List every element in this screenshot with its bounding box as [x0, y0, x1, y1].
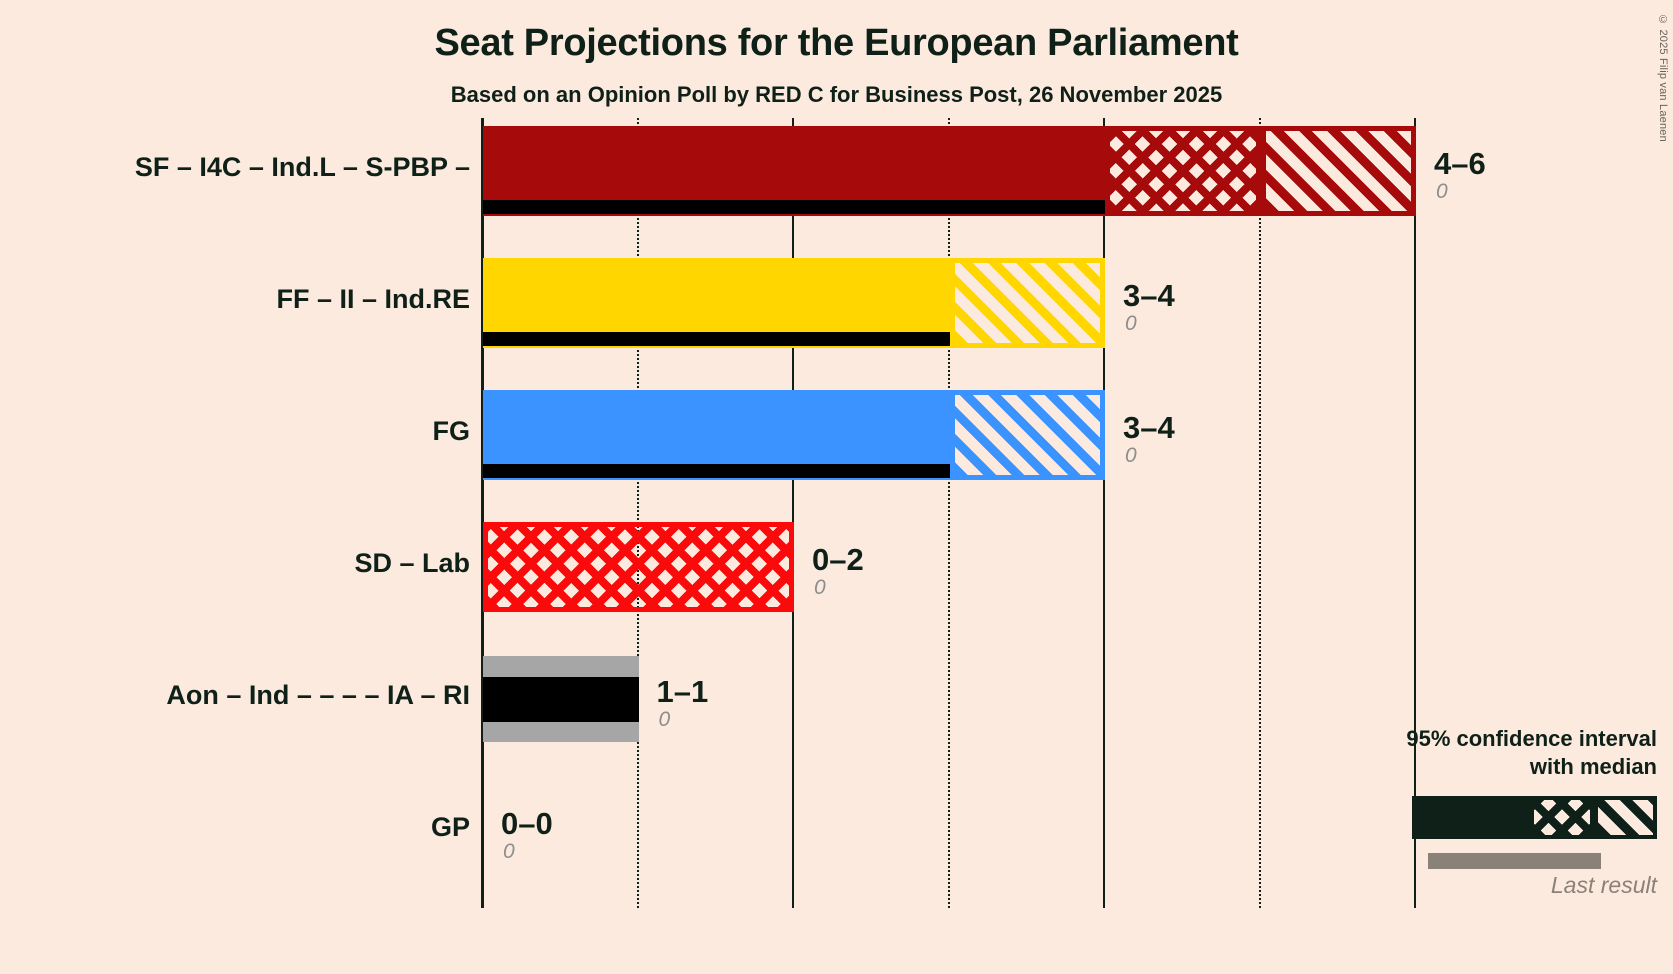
- bar-segment-diagonal: [949, 390, 1105, 480]
- bar-segment-crosshatch: [483, 522, 794, 612]
- chart-plot-area: SF – I4C – Ind.L – S-PBP –4–6 0 FF – II – …: [0, 118, 1673, 908]
- bar-row-label: SF – I4C – Ind.L – S-PBP –: [134, 152, 470, 182]
- median-marker: [483, 200, 1105, 214]
- bar-segment-diagonal: [1260, 126, 1416, 216]
- gridline-3: [947, 118, 950, 908]
- bar-segment-median: [483, 677, 639, 723]
- bar-value-label: 0–2: [812, 541, 864, 577]
- confidence-interval-bar: [483, 786, 484, 876]
- bar-value-label: 4–6: [1434, 145, 1486, 181]
- bar-row: SD – Lab 0–2 0: [0, 522, 1673, 612]
- bar-row: FG 3–4 0: [0, 390, 1673, 480]
- bar-last-result-label: 0: [503, 840, 515, 863]
- bar-last-result-label: 0: [658, 708, 671, 731]
- bar-last-result-label: 0: [1125, 312, 1137, 335]
- bar-segment-diagonal: [949, 258, 1105, 348]
- confidence-interval-bar: [483, 654, 639, 744]
- bar-row: FF – II – Ind.RE 3–4 0: [0, 258, 1673, 348]
- legend: 95% confidence interval with median: [1257, 725, 1657, 839]
- bar-row: SF – I4C – Ind.L – S-PBP – 4–6 0: [0, 126, 1673, 216]
- bar-value-label: 3–4: [1123, 277, 1175, 313]
- legend-segment-crosshatch: [1530, 796, 1594, 839]
- y-axis-line: [481, 118, 484, 908]
- bar-row-label: Aon – Ind – – – – IA – RI: [166, 680, 470, 710]
- bar-value-label: 0–0: [501, 805, 553, 841]
- bar-row-label: SD – Lab: [354, 548, 470, 578]
- bar-last-result-label: 0: [1436, 180, 1448, 203]
- bar-row: Aon – Ind – – – – IA – RI 1–1 0: [0, 654, 1673, 744]
- bar-row-label: GP: [430, 812, 470, 842]
- gridline-6: [1414, 118, 1416, 908]
- legend-caption-line1: 95% confidence interval: [1406, 726, 1657, 751]
- bar-value-label: 3–4: [1123, 409, 1175, 445]
- gridline-2: [792, 118, 794, 908]
- copyright-text: © 2025 Filip van Laenen: [1657, 14, 1669, 142]
- legend-segment-diagonal: [1594, 796, 1657, 839]
- bar-value-label: 1–1: [656, 673, 709, 709]
- bar-row: GP 0–0 0: [0, 786, 1673, 876]
- median-marker: [483, 332, 950, 346]
- bar-row-label: FG: [432, 416, 471, 446]
- page-title: Seat Projections for the European Parlia…: [434, 22, 1239, 64]
- bar-segment-crosshatch: [1105, 126, 1261, 216]
- legend-swatch: [1412, 796, 1657, 839]
- chart-subtitle: Based on an Opinion Poll by RED C for Bu…: [450, 82, 1223, 107]
- legend-last-result-bar: [1428, 853, 1601, 869]
- bar-row-label: FF – II – Ind.RE: [276, 284, 470, 314]
- legend-segment-solid: [1412, 796, 1530, 839]
- legend-caption-line2: with median: [1529, 753, 1657, 779]
- gridline-4: [1103, 118, 1105, 908]
- legend-last-result-label: Last result: [1550, 872, 1657, 898]
- bar-last-result-label: 0: [814, 576, 826, 599]
- gridline-1: [636, 118, 639, 908]
- median-marker: [483, 464, 950, 478]
- bar-last-result-label: 0: [1125, 444, 1137, 467]
- gridline-5: [1258, 118, 1261, 908]
- legend-caption: 95% confidence interval with median: [1257, 725, 1657, 780]
- confidence-interval-bar: [483, 522, 794, 612]
